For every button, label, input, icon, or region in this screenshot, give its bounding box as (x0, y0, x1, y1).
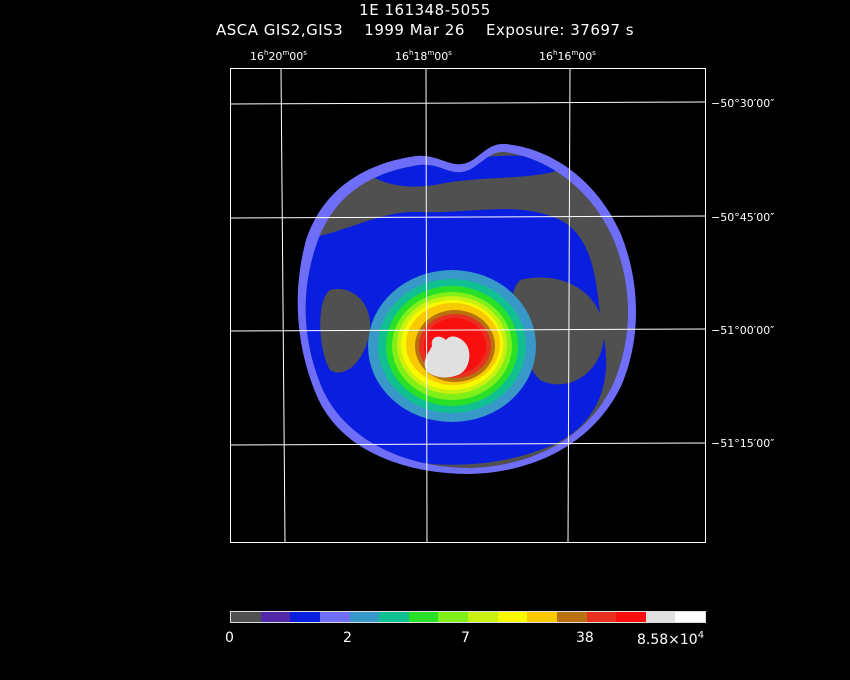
colorbar-swatch-14 (645, 612, 676, 622)
colorbar-swatch-6 (408, 612, 439, 622)
colorbar-swatch-7 (438, 612, 468, 622)
dec-label-5115: −51°15′00″ (711, 437, 775, 450)
colorbar-swatch-2 (290, 612, 320, 622)
source-contours (368, 270, 536, 422)
colorbar-label-7: 7 (461, 630, 470, 646)
observation-info: ASCA GIS2,GIS3 1999 Mar 26 Exposure: 376… (0, 21, 850, 39)
colorbar-swatch-12 (586, 612, 617, 622)
source-core (424, 336, 470, 378)
colorbar-swatch-8 (468, 612, 498, 622)
ra-label-1616: 16h16m00s (539, 49, 596, 63)
colorbar-label-max: 8.58×104 (637, 630, 705, 648)
dec-label-5100: −51°00′00″ (711, 324, 775, 337)
image-frame (230, 68, 706, 543)
instrument-label: ASCA GIS2,GIS3 (215, 21, 344, 39)
colorbar-swatch-9 (497, 612, 528, 622)
colorbar-swatch-10 (527, 612, 557, 622)
dec-label-5045: −50°45′00″ (711, 211, 775, 224)
exposure-label: Exposure: 37697 s (485, 21, 635, 39)
colorbar-label-0: 0 (225, 630, 234, 646)
colorbar-swatch-13 (616, 612, 646, 622)
colorbar-swatch-4 (349, 612, 380, 622)
colorbar-swatch-1 (260, 612, 291, 622)
colorbar-swatch-15 (675, 612, 705, 622)
dec-label-5030: −50°30′00″ (711, 97, 775, 110)
colorbar-label-2: 2 (343, 630, 352, 646)
colorbar-swatch-5 (379, 612, 409, 622)
colorbar-swatch-3 (319, 612, 350, 622)
colorbar-swatch-0 (231, 612, 261, 622)
xray-image (230, 68, 706, 543)
ra-label-1620: 16h20m00s (250, 49, 307, 63)
colorbar-swatch-11 (556, 612, 587, 622)
ra-label-1618: 16h18m00s (395, 49, 452, 63)
target-name: 1E 161348-5055 (359, 1, 491, 19)
colorbar (230, 611, 706, 623)
coordinate-grid (230, 68, 706, 543)
colorbar-label-38: 38 (576, 630, 594, 646)
date-label: 1999 Mar 26 (364, 21, 465, 39)
